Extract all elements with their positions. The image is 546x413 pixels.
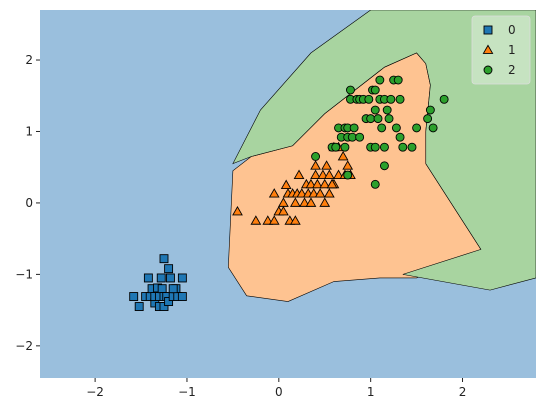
y-tick-label: 2 bbox=[25, 53, 33, 67]
point-class-0 bbox=[157, 284, 167, 294]
point-class-2 bbox=[375, 75, 385, 85]
point-class-2 bbox=[331, 142, 341, 152]
point-class-2 bbox=[379, 142, 389, 152]
point-class-2 bbox=[395, 94, 405, 104]
y-tick-label: −1 bbox=[15, 267, 33, 281]
point-class-2 bbox=[349, 123, 359, 133]
legend-marker-1 bbox=[482, 44, 494, 54]
x-tick-label: 1 bbox=[367, 385, 375, 399]
x-tick-label: 2 bbox=[459, 385, 467, 399]
point-class-1 bbox=[305, 197, 317, 207]
point-class-1 bbox=[319, 178, 331, 189]
point-class-1 bbox=[293, 169, 305, 179]
point-class-1 bbox=[323, 169, 335, 179]
point-class-1 bbox=[250, 215, 262, 225]
point-class-1 bbox=[232, 205, 243, 216]
point-class-1 bbox=[323, 188, 335, 198]
point-class-2 bbox=[377, 123, 387, 133]
point-class-2 bbox=[355, 132, 365, 142]
point-class-1 bbox=[337, 150, 349, 161]
legend-marker-0 bbox=[483, 25, 493, 35]
point-class-1 bbox=[312, 178, 323, 189]
point-class-0 bbox=[129, 292, 139, 301]
point-class-1 bbox=[289, 197, 301, 207]
point-class-0 bbox=[159, 302, 169, 311]
legend-label: 2 bbox=[508, 63, 516, 77]
data-points bbox=[129, 75, 449, 311]
point-class-2 bbox=[373, 114, 383, 124]
point-class-0 bbox=[159, 254, 169, 264]
legend: 0 1 2 bbox=[471, 15, 531, 85]
point-class-2 bbox=[391, 123, 401, 133]
point-class-1 bbox=[333, 169, 344, 179]
point-class-0 bbox=[143, 273, 153, 283]
point-class-1 bbox=[289, 215, 301, 225]
point-class-0 bbox=[168, 284, 178, 294]
point-class-2 bbox=[370, 105, 380, 115]
point-class-2 bbox=[379, 161, 389, 171]
point-class-2 bbox=[364, 94, 374, 104]
point-class-1 bbox=[319, 197, 331, 207]
point-class-1 bbox=[308, 188, 320, 198]
point-class-1 bbox=[268, 215, 280, 225]
point-class-0 bbox=[177, 273, 187, 283]
point-class-1 bbox=[280, 179, 292, 189]
point-class-1 bbox=[326, 178, 338, 189]
point-class-0 bbox=[165, 273, 175, 283]
point-class-2 bbox=[346, 85, 355, 95]
legend-box bbox=[471, 15, 531, 85]
point-class-2 bbox=[386, 94, 396, 104]
point-class-2 bbox=[370, 179, 380, 189]
point-class-0 bbox=[164, 297, 174, 306]
point-class-1 bbox=[317, 169, 329, 179]
point-class-2 bbox=[370, 142, 380, 152]
point-class-1 bbox=[321, 160, 332, 170]
point-class-2 bbox=[343, 170, 353, 180]
point-class-2 bbox=[407, 142, 417, 152]
point-class-2 bbox=[366, 114, 376, 124]
point-class-2 bbox=[370, 85, 380, 95]
point-class-2 bbox=[347, 132, 357, 142]
point-class-1 bbox=[310, 169, 321, 179]
region-class-2 bbox=[232, 10, 536, 291]
point-class-2 bbox=[423, 114, 433, 124]
x-tick-label: −1 bbox=[178, 385, 196, 399]
point-class-0 bbox=[156, 273, 166, 283]
x-tick-label: 0 bbox=[275, 385, 283, 399]
point-class-2 bbox=[428, 123, 438, 133]
y-tick-label: −2 bbox=[15, 339, 33, 353]
point-class-1 bbox=[296, 188, 308, 198]
point-class-2 bbox=[311, 152, 321, 161]
point-class-1 bbox=[305, 178, 317, 189]
point-class-2 bbox=[382, 105, 392, 115]
point-class-1 bbox=[268, 188, 280, 198]
point-class-0 bbox=[134, 302, 144, 311]
y-tick-label: 1 bbox=[25, 124, 33, 138]
point-class-2 bbox=[384, 114, 394, 124]
point-class-2 bbox=[395, 132, 405, 142]
point-class-0 bbox=[164, 264, 174, 274]
point-class-2 bbox=[393, 75, 403, 85]
point-class-1 bbox=[342, 160, 354, 170]
point-class-2 bbox=[340, 142, 350, 152]
point-class-2 bbox=[412, 123, 422, 133]
point-class-2 bbox=[398, 142, 408, 152]
point-class-0 bbox=[177, 292, 187, 301]
point-class-2 bbox=[425, 105, 435, 115]
point-class-1 bbox=[278, 205, 289, 216]
legend-marker-2 bbox=[483, 65, 493, 75]
axes: −2 −1 0 1 2 −2 −1 0 1 2 bbox=[15, 53, 466, 399]
y-tick-label: 0 bbox=[25, 196, 33, 210]
legend-label: 0 bbox=[508, 23, 516, 37]
point-class-1 bbox=[310, 160, 321, 170]
x-tick-label: −2 bbox=[86, 385, 104, 399]
point-class-2 bbox=[439, 94, 449, 104]
legend-label: 1 bbox=[508, 43, 516, 57]
point-class-1 bbox=[299, 197, 310, 207]
point-class-1 bbox=[314, 188, 326, 198]
point-class-1 bbox=[262, 215, 274, 225]
